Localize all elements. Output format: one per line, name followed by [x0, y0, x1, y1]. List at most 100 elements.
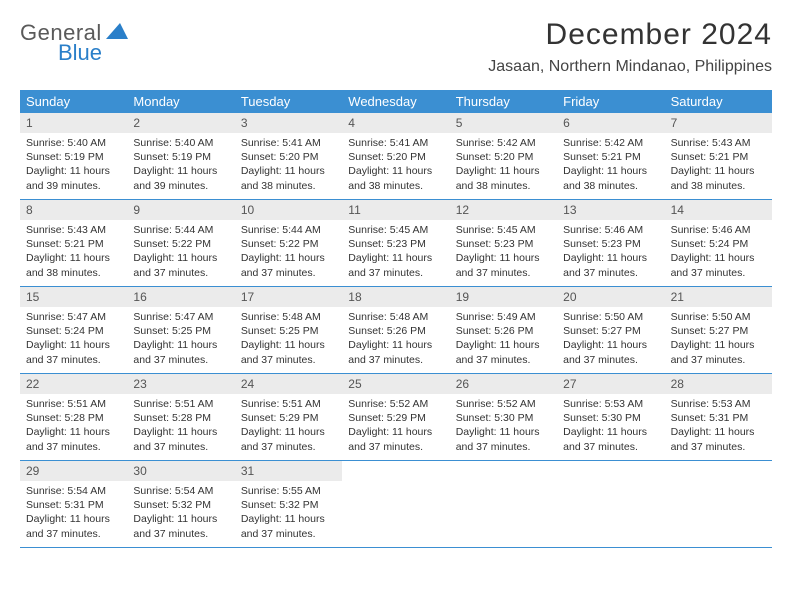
month-title: December 2024: [488, 18, 772, 52]
day-header-saturday: Saturday: [665, 90, 772, 113]
day-info: Sunrise: 5:52 AMSunset: 5:29 PMDaylight:…: [342, 394, 449, 460]
day-number: 1: [20, 113, 127, 133]
day-info: Sunrise: 5:54 AMSunset: 5:31 PMDaylight:…: [20, 481, 127, 547]
day-info: Sunrise: 5:48 AMSunset: 5:26 PMDaylight:…: [342, 307, 449, 373]
day-number: 6: [557, 113, 664, 133]
day-number: 5: [450, 113, 557, 133]
calendar-cell: 22Sunrise: 5:51 AMSunset: 5:28 PMDayligh…: [20, 374, 127, 460]
location-text: Jasaan, Northern Mindanao, Philippines: [488, 58, 772, 76]
day-number: 22: [20, 374, 127, 394]
calendar-cell: [450, 461, 557, 547]
day-info: Sunrise: 5:55 AMSunset: 5:32 PMDaylight:…: [235, 481, 342, 547]
calendar-cell: 21Sunrise: 5:50 AMSunset: 5:27 PMDayligh…: [665, 287, 772, 373]
day-info: Sunrise: 5:51 AMSunset: 5:28 PMDaylight:…: [20, 394, 127, 460]
logo: General Blue: [20, 18, 128, 64]
day-number: 19: [450, 287, 557, 307]
calendar-cell: 23Sunrise: 5:51 AMSunset: 5:28 PMDayligh…: [127, 374, 234, 460]
calendar-cell: 27Sunrise: 5:53 AMSunset: 5:30 PMDayligh…: [557, 374, 664, 460]
day-info: Sunrise: 5:47 AMSunset: 5:24 PMDaylight:…: [20, 307, 127, 373]
day-number: 18: [342, 287, 449, 307]
day-number: 23: [127, 374, 234, 394]
calendar-cell: 7Sunrise: 5:43 AMSunset: 5:21 PMDaylight…: [665, 113, 772, 199]
calendar-cell: 12Sunrise: 5:45 AMSunset: 5:23 PMDayligh…: [450, 200, 557, 286]
week-row: 22Sunrise: 5:51 AMSunset: 5:28 PMDayligh…: [20, 374, 772, 461]
day-info: Sunrise: 5:47 AMSunset: 5:25 PMDaylight:…: [127, 307, 234, 373]
calendar: SundayMondayTuesdayWednesdayThursdayFrid…: [20, 90, 772, 548]
day-headers-row: SundayMondayTuesdayWednesdayThursdayFrid…: [20, 90, 772, 113]
day-info: Sunrise: 5:50 AMSunset: 5:27 PMDaylight:…: [665, 307, 772, 373]
calendar-cell: 15Sunrise: 5:47 AMSunset: 5:24 PMDayligh…: [20, 287, 127, 373]
day-info: Sunrise: 5:42 AMSunset: 5:21 PMDaylight:…: [557, 133, 664, 199]
day-info: Sunrise: 5:44 AMSunset: 5:22 PMDaylight:…: [235, 220, 342, 286]
calendar-cell: [557, 461, 664, 547]
calendar-cell: 18Sunrise: 5:48 AMSunset: 5:26 PMDayligh…: [342, 287, 449, 373]
week-row: 29Sunrise: 5:54 AMSunset: 5:31 PMDayligh…: [20, 461, 772, 548]
day-number: 4: [342, 113, 449, 133]
day-info: Sunrise: 5:46 AMSunset: 5:23 PMDaylight:…: [557, 220, 664, 286]
day-info: Sunrise: 5:42 AMSunset: 5:20 PMDaylight:…: [450, 133, 557, 199]
day-number: 7: [665, 113, 772, 133]
day-header-tuesday: Tuesday: [235, 90, 342, 113]
calendar-cell: 25Sunrise: 5:52 AMSunset: 5:29 PMDayligh…: [342, 374, 449, 460]
day-number: 31: [235, 461, 342, 481]
day-info: Sunrise: 5:48 AMSunset: 5:25 PMDaylight:…: [235, 307, 342, 373]
day-info: Sunrise: 5:40 AMSunset: 5:19 PMDaylight:…: [127, 133, 234, 199]
day-number: 26: [450, 374, 557, 394]
calendar-cell: 14Sunrise: 5:46 AMSunset: 5:24 PMDayligh…: [665, 200, 772, 286]
day-info: Sunrise: 5:53 AMSunset: 5:31 PMDaylight:…: [665, 394, 772, 460]
day-number: 10: [235, 200, 342, 220]
week-row: 8Sunrise: 5:43 AMSunset: 5:21 PMDaylight…: [20, 200, 772, 287]
day-number: 27: [557, 374, 664, 394]
day-info: Sunrise: 5:43 AMSunset: 5:21 PMDaylight:…: [20, 220, 127, 286]
day-number: 8: [20, 200, 127, 220]
calendar-cell: 6Sunrise: 5:42 AMSunset: 5:21 PMDaylight…: [557, 113, 664, 199]
day-info: Sunrise: 5:45 AMSunset: 5:23 PMDaylight:…: [450, 220, 557, 286]
day-header-thursday: Thursday: [450, 90, 557, 113]
day-number: 9: [127, 200, 234, 220]
calendar-cell: 29Sunrise: 5:54 AMSunset: 5:31 PMDayligh…: [20, 461, 127, 547]
calendar-cell: 24Sunrise: 5:51 AMSunset: 5:29 PMDayligh…: [235, 374, 342, 460]
day-header-monday: Monday: [127, 90, 234, 113]
calendar-cell: 4Sunrise: 5:41 AMSunset: 5:20 PMDaylight…: [342, 113, 449, 199]
day-number: 21: [665, 287, 772, 307]
day-number: 14: [665, 200, 772, 220]
day-number: 24: [235, 374, 342, 394]
calendar-cell: 8Sunrise: 5:43 AMSunset: 5:21 PMDaylight…: [20, 200, 127, 286]
day-info: Sunrise: 5:51 AMSunset: 5:29 PMDaylight:…: [235, 394, 342, 460]
day-info: Sunrise: 5:54 AMSunset: 5:32 PMDaylight:…: [127, 481, 234, 547]
title-block: December 2024 Jasaan, Northern Mindanao,…: [488, 18, 772, 76]
day-number: 25: [342, 374, 449, 394]
day-info: Sunrise: 5:43 AMSunset: 5:21 PMDaylight:…: [665, 133, 772, 199]
day-number: 16: [127, 287, 234, 307]
logo-text-blue: Blue: [58, 42, 128, 64]
logo-triangle-icon: [106, 23, 128, 43]
calendar-cell: 10Sunrise: 5:44 AMSunset: 5:22 PMDayligh…: [235, 200, 342, 286]
calendar-cell: 9Sunrise: 5:44 AMSunset: 5:22 PMDaylight…: [127, 200, 234, 286]
calendar-cell: 1Sunrise: 5:40 AMSunset: 5:19 PMDaylight…: [20, 113, 127, 199]
calendar-cell: [665, 461, 772, 547]
calendar-cell: 13Sunrise: 5:46 AMSunset: 5:23 PMDayligh…: [557, 200, 664, 286]
day-header-friday: Friday: [557, 90, 664, 113]
calendar-cell: 5Sunrise: 5:42 AMSunset: 5:20 PMDaylight…: [450, 113, 557, 199]
calendar-cell: 16Sunrise: 5:47 AMSunset: 5:25 PMDayligh…: [127, 287, 234, 373]
calendar-cell: 26Sunrise: 5:52 AMSunset: 5:30 PMDayligh…: [450, 374, 557, 460]
day-header-sunday: Sunday: [20, 90, 127, 113]
day-info: Sunrise: 5:49 AMSunset: 5:26 PMDaylight:…: [450, 307, 557, 373]
day-number: 12: [450, 200, 557, 220]
day-number: 28: [665, 374, 772, 394]
week-row: 1Sunrise: 5:40 AMSunset: 5:19 PMDaylight…: [20, 113, 772, 200]
day-number: 30: [127, 461, 234, 481]
day-header-wednesday: Wednesday: [342, 90, 449, 113]
day-info: Sunrise: 5:44 AMSunset: 5:22 PMDaylight:…: [127, 220, 234, 286]
day-number: 13: [557, 200, 664, 220]
day-number: 20: [557, 287, 664, 307]
day-info: Sunrise: 5:46 AMSunset: 5:24 PMDaylight:…: [665, 220, 772, 286]
calendar-cell: 11Sunrise: 5:45 AMSunset: 5:23 PMDayligh…: [342, 200, 449, 286]
day-number: 17: [235, 287, 342, 307]
day-number: 11: [342, 200, 449, 220]
day-info: Sunrise: 5:41 AMSunset: 5:20 PMDaylight:…: [235, 133, 342, 199]
day-info: Sunrise: 5:53 AMSunset: 5:30 PMDaylight:…: [557, 394, 664, 460]
day-info: Sunrise: 5:51 AMSunset: 5:28 PMDaylight:…: [127, 394, 234, 460]
calendar-cell: 28Sunrise: 5:53 AMSunset: 5:31 PMDayligh…: [665, 374, 772, 460]
day-info: Sunrise: 5:41 AMSunset: 5:20 PMDaylight:…: [342, 133, 449, 199]
